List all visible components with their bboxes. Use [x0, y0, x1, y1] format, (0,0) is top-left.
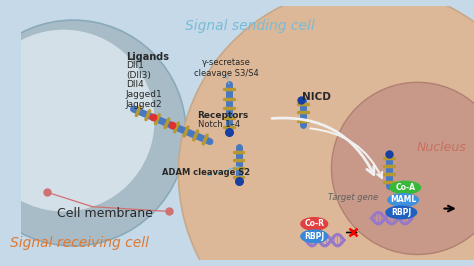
Text: Target gene: Target gene [328, 193, 379, 202]
Ellipse shape [301, 230, 328, 243]
Ellipse shape [301, 218, 328, 230]
Text: Co-R: Co-R [304, 219, 324, 228]
Text: Cell membrane: Cell membrane [57, 207, 153, 220]
Text: Jagged1: Jagged1 [126, 90, 163, 99]
Circle shape [331, 82, 474, 255]
Text: Dll1: Dll1 [126, 61, 144, 70]
Text: ADAM cleavage S2: ADAM cleavage S2 [162, 168, 250, 177]
Circle shape [0, 30, 155, 211]
Text: Jagged2: Jagged2 [126, 99, 163, 109]
Text: MAML: MAML [390, 196, 416, 205]
Text: Receptors: Receptors [198, 111, 249, 120]
Text: γ-secretase
cleavage S3/S4: γ-secretase cleavage S3/S4 [194, 58, 259, 78]
FancyArrowPatch shape [272, 118, 374, 174]
Circle shape [0, 20, 186, 246]
Text: Dll4: Dll4 [126, 80, 144, 89]
Text: Ligands: Ligands [126, 52, 169, 62]
Ellipse shape [386, 206, 417, 219]
Text: NICD: NICD [302, 92, 331, 102]
Text: (Dll3): (Dll3) [126, 71, 151, 80]
Text: Signal sending cell: Signal sending cell [185, 19, 315, 33]
Text: Notch 1–4: Notch 1–4 [198, 120, 240, 128]
Text: Co-A: Co-A [395, 183, 415, 192]
Text: RBPJ: RBPJ [304, 232, 324, 241]
Circle shape [178, 0, 474, 266]
Text: Nucleus: Nucleus [417, 141, 466, 154]
Ellipse shape [390, 181, 420, 194]
FancyArrowPatch shape [310, 128, 382, 178]
Ellipse shape [388, 194, 419, 206]
Text: Signal receiving cell: Signal receiving cell [10, 236, 149, 250]
Text: RBPJ: RBPJ [391, 208, 411, 217]
